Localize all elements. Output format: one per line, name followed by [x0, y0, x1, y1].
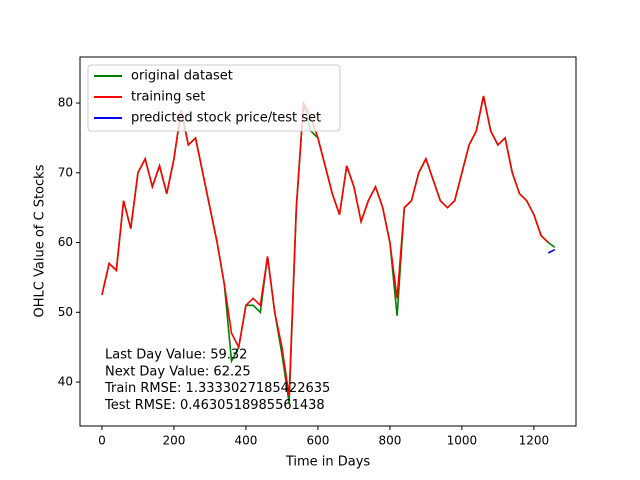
annotation: Next Day Value: 62.25 [105, 364, 251, 379]
y-tick-label: 60 [58, 235, 73, 249]
x-tick-label: 600 [306, 434, 329, 448]
x-axis-label: Time in Days [285, 455, 371, 470]
x-tick-label: 1000 [447, 434, 478, 448]
y-axis-label: OHLC Value of C Stocks [33, 164, 48, 317]
series-line [547, 248, 556, 254]
legend-label: predicted stock price/test set [131, 111, 321, 126]
y-tick-label: 80 [58, 96, 73, 110]
x-tick-label: 200 [162, 434, 185, 448]
legend-label: training set [131, 90, 205, 105]
y-tick-label: 50 [58, 305, 73, 319]
annotation: Test RMSE: 0.4630518985561438 [104, 398, 325, 413]
series-line [101, 95, 549, 397]
x-tick-label: 800 [378, 434, 401, 448]
x-tick-label: 1200 [519, 434, 550, 448]
y-tick-label: 40 [58, 375, 73, 389]
plot-frame [79, 56, 577, 427]
y-tick-label: 70 [58, 165, 73, 179]
legend-box [87, 64, 341, 132]
x-tick-label: 400 [234, 434, 257, 448]
x-tick-label: 0 [98, 434, 106, 448]
legend-label: original dataset [131, 69, 233, 84]
annotation: Train RMSE: 1.3333027185422635 [104, 381, 330, 396]
annotation: Last Day Value: 59.32 [105, 348, 247, 363]
